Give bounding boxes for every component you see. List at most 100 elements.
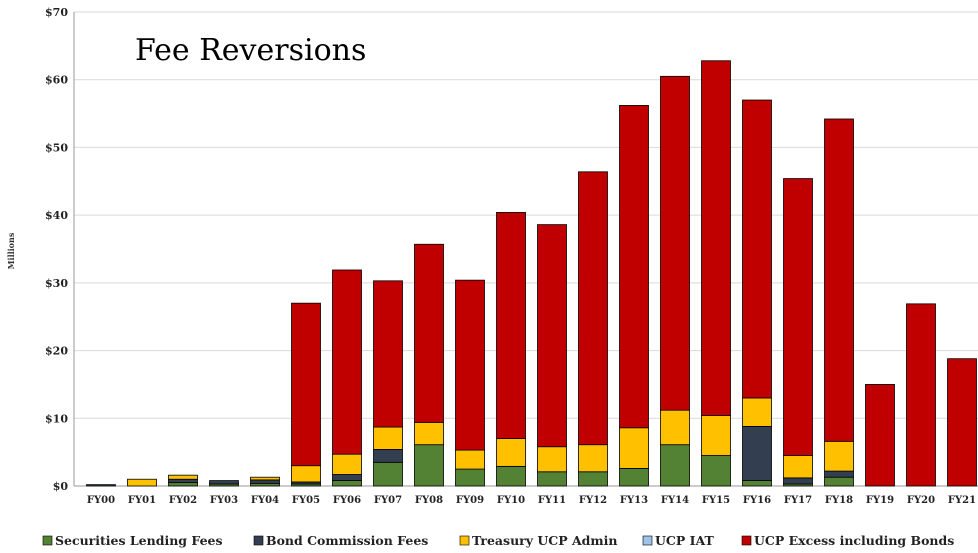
bar-segment	[455, 449, 485, 470]
x-tick-label: FY16	[743, 495, 771, 506]
bar-stack-fy18	[824, 118, 854, 487]
bar-segment	[783, 455, 813, 479]
bar-segment	[824, 470, 854, 478]
x-tick-label: FY21	[948, 495, 976, 506]
x-axis: FY00 FY01 FY02 FY03 FY04 FY05 FY06 FY07 FY08 FY09…	[87, 495, 976, 506]
bar-stack-fy14	[660, 75, 690, 487]
y-tick-label: $30	[45, 277, 68, 290]
bar-segment	[660, 444, 690, 487]
bar-segment	[332, 269, 362, 455]
x-tick-label: FY02	[169, 495, 197, 506]
bar-stack-fy17	[783, 178, 813, 487]
bar-segment	[578, 444, 608, 473]
legend-label: UCP Excess including Bonds	[754, 533, 954, 548]
legend-item: Securities Lending Fees	[42, 533, 223, 548]
legend-item: UCP Excess including Bonds	[741, 533, 954, 548]
x-tick-label: FY11	[538, 495, 566, 506]
y-tick-label: $40	[45, 209, 68, 222]
bar-stack-fy11	[537, 224, 567, 487]
bar-segment	[168, 482, 198, 487]
legend-item: Bond Commission Fees	[253, 533, 428, 548]
y-tick-label: $20	[45, 345, 68, 358]
x-tick-label: FY09	[456, 495, 484, 506]
bar-segment	[824, 440, 854, 472]
bar-segment	[373, 461, 403, 487]
legend-item: UCP IAT	[642, 533, 714, 548]
bar-stack-fy20	[906, 303, 936, 487]
bar-segment	[168, 478, 198, 484]
bar-stack-fy02	[168, 474, 198, 487]
bar-stack-fy12	[578, 171, 608, 487]
legend-item: Treasury UCP Admin	[459, 533, 617, 548]
legend-label: UCP IAT	[655, 533, 714, 548]
bar-segment	[496, 212, 526, 439]
x-tick-label: FY12	[579, 495, 607, 506]
bar-segment	[578, 471, 608, 487]
bar-segment	[455, 468, 485, 487]
bar-stack-fy05	[291, 302, 321, 487]
y-axis: $0 $10 $20 $30 $40 $50 $60 $70	[45, 6, 75, 493]
bar-segment	[373, 280, 403, 428]
bar-stack-fy03	[209, 480, 239, 487]
x-tick-label: FY06	[333, 495, 361, 506]
legend: Securities Lending Fees Bond Commission F…	[42, 533, 954, 548]
bar-segment	[742, 99, 772, 399]
bar-stack-fy09	[455, 279, 485, 487]
y-axis-label: Millions	[6, 232, 16, 269]
bar-segment	[168, 474, 198, 480]
bar-segment	[414, 421, 444, 446]
bar-segment	[701, 60, 731, 416]
chart-title: Fee Reversions	[135, 33, 366, 68]
bar-segment	[947, 358, 977, 487]
x-tick-label: FY10	[497, 495, 525, 506]
bar-segment	[619, 467, 649, 487]
bar-segment	[742, 480, 772, 487]
bars	[86, 60, 977, 487]
bar-stack-fy08	[414, 243, 444, 487]
legend-swatch	[741, 535, 752, 546]
bar-segment	[783, 477, 813, 485]
bar-segment	[701, 455, 731, 487]
bar-stack-fy07	[373, 280, 403, 487]
bar-segment	[86, 484, 116, 487]
bar-segment	[496, 465, 526, 487]
gridlines	[74, 11, 978, 487]
legend-swatch	[253, 535, 264, 546]
bar-segment	[783, 178, 813, 456]
y-tick-label: $70	[45, 6, 68, 19]
x-tick-label: FY19	[866, 495, 894, 506]
bar-segment	[619, 105, 649, 429]
x-tick-label: FY20	[907, 495, 935, 506]
bar-segment	[373, 426, 403, 450]
bar-segment	[537, 446, 567, 473]
bar-stack-fy15	[701, 60, 731, 487]
bar-segment	[332, 480, 362, 487]
bar-segment	[701, 415, 731, 456]
y-tick-label: $50	[45, 141, 68, 154]
x-tick-label: FY07	[374, 495, 402, 506]
bar-stack-fy04	[250, 476, 280, 487]
bar-segment	[209, 480, 239, 485]
bar-segment	[332, 474, 362, 481]
bar-segment	[578, 171, 608, 446]
bar-segment	[496, 438, 526, 467]
bar-segment	[824, 476, 854, 487]
x-tick-label: FY14	[661, 495, 689, 506]
legend-label: Bond Commission Fees	[266, 533, 428, 548]
bar-segment	[619, 427, 649, 469]
bar-segment	[537, 224, 567, 448]
x-tick-label: FY17	[784, 495, 812, 506]
bar-stack-fy10	[496, 212, 526, 487]
bar-stack-fy01	[127, 478, 157, 487]
y-tick-label: $60	[45, 74, 68, 87]
bar-segment	[906, 303, 936, 487]
bar-stack-fy06	[332, 269, 362, 487]
bar-segment	[660, 409, 690, 446]
x-tick-label: FY18	[825, 495, 853, 506]
legend-swatch	[459, 535, 470, 546]
bar-segment	[373, 449, 403, 463]
legend-swatch	[42, 535, 53, 546]
bar-segment	[537, 471, 567, 487]
y-tick-label: $0	[53, 480, 69, 493]
